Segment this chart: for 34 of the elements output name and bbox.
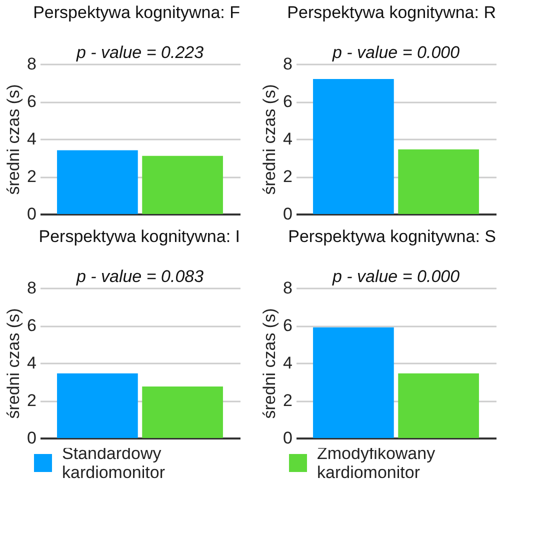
y-tick-label: 4: [27, 130, 36, 148]
y-tick-label: 2: [27, 167, 36, 186]
y-tick-label: 0: [27, 428, 36, 448]
y-tick-label: 0: [27, 204, 36, 224]
y-axis-title: średni czas (s): [260, 84, 280, 195]
y-tick-label: 6: [27, 92, 36, 111]
legend-label: Zmodyfikowany kardiomonitor: [317, 444, 436, 482]
y-tick-label: 6: [27, 316, 36, 335]
y-tick-label: 2: [27, 391, 36, 410]
y-tick-label: 8: [27, 278, 36, 298]
chart-title: Perspektywa kognitywna: F: [33, 3, 240, 22]
text: p - value = 0.223: [75, 43, 204, 62]
y-tick-label: 8: [283, 278, 292, 298]
y-tick-label: 4: [283, 354, 292, 372]
y-tick-label: 8: [27, 54, 36, 74]
y-tick-label: 2: [283, 391, 292, 410]
text: p - value = 0.000: [331, 43, 460, 62]
y-tick-label: 4: [283, 130, 292, 148]
y-tick-label: 6: [283, 316, 292, 335]
chart-title: Perspektywa kognitywna: S: [288, 227, 496, 246]
chart-title: Perspektywa kognitywna: R: [287, 3, 496, 22]
legend-label: Standardowy kardiomonitor: [62, 444, 166, 482]
y-tick-label: 6: [283, 92, 292, 111]
chart-title: Perspektywa kognitywna: I: [38, 227, 240, 246]
y-tick-label: 8: [283, 54, 292, 74]
y-axis-title: średni czas (s): [260, 308, 280, 419]
y-tick-label: 0: [283, 204, 292, 224]
y-tick-label: 2: [283, 167, 292, 186]
y-axis-title: średni czas (s): [4, 84, 24, 195]
text: p - value = 0.000: [331, 267, 460, 286]
text: p - value = 0.083: [75, 267, 204, 286]
y-tick-label: 4: [27, 354, 36, 372]
y-tick-label: 0: [283, 428, 292, 448]
y-axis-title: średni czas (s): [4, 308, 24, 419]
